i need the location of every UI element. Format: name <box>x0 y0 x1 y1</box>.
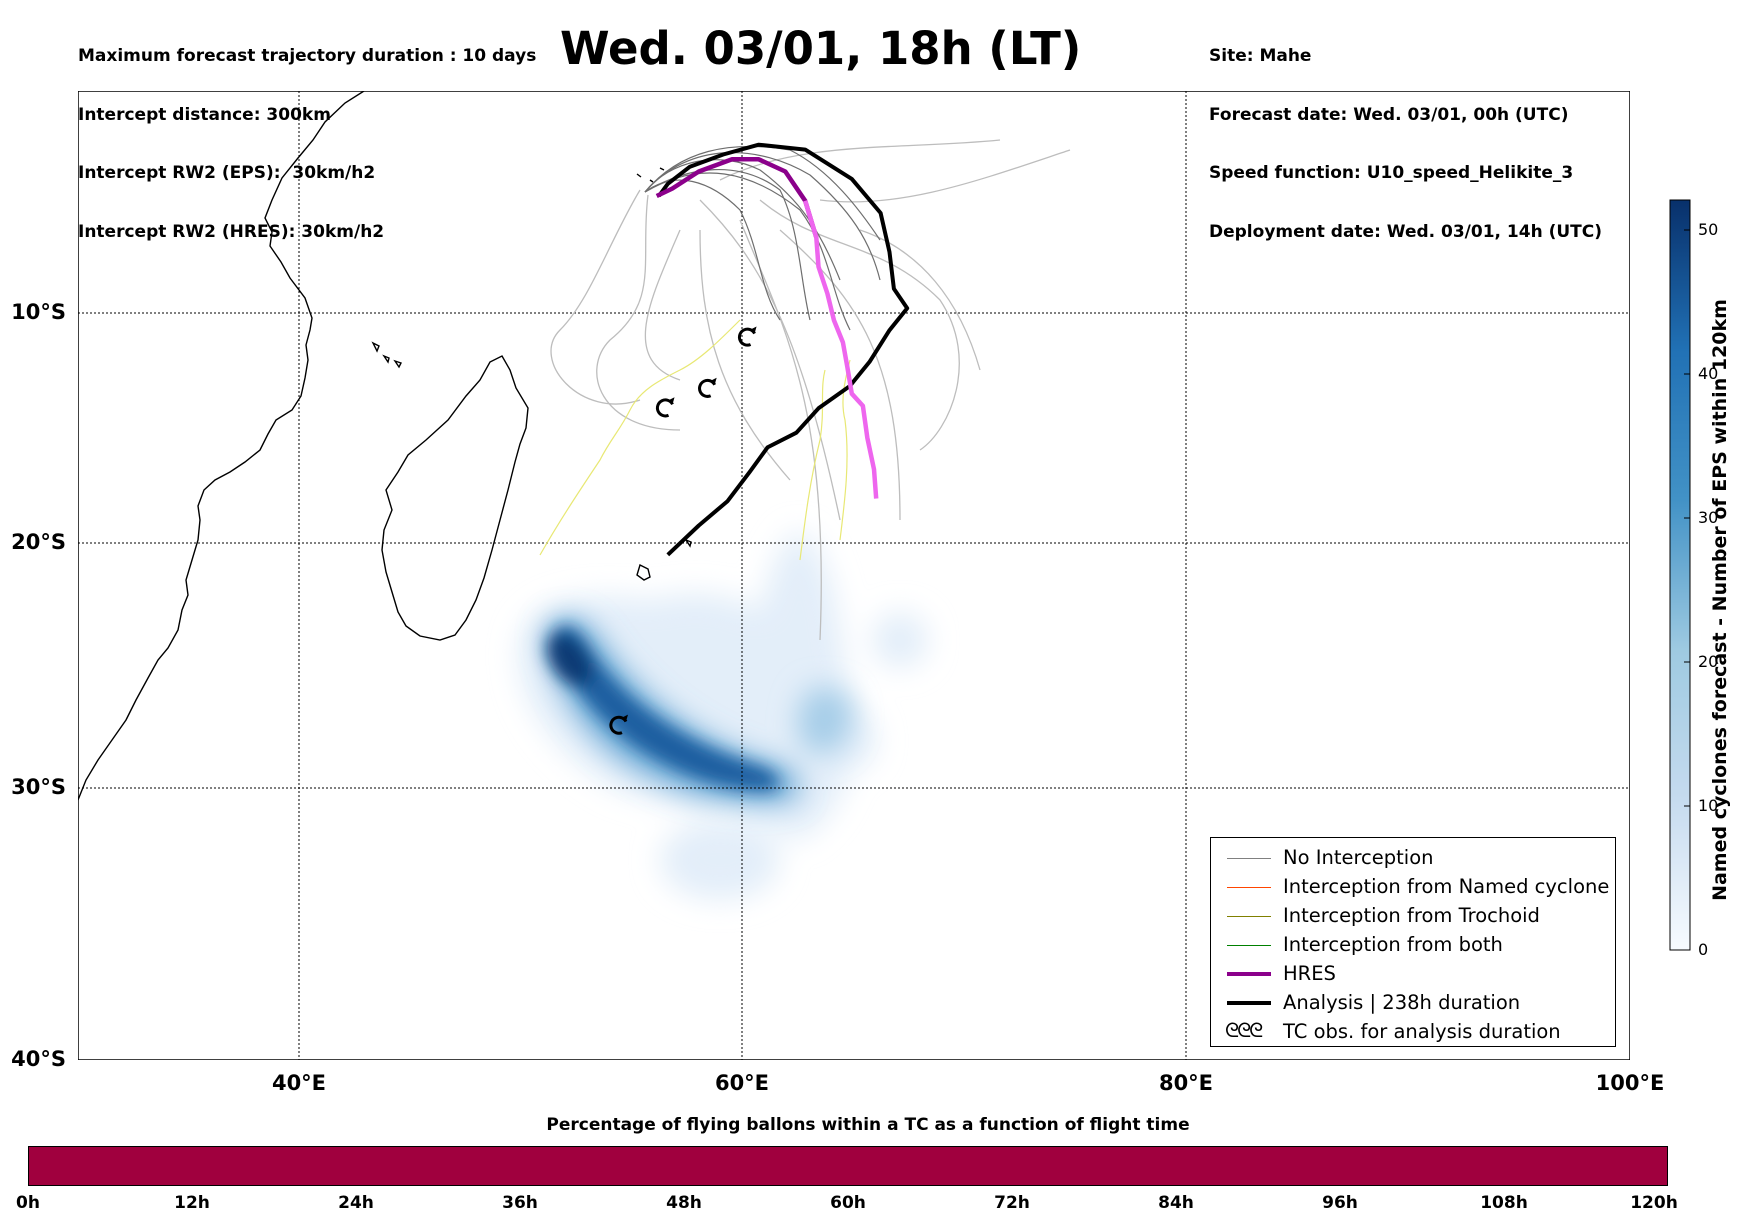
legend-label-named-cyclone: Interception from Named cyclone <box>1283 875 1610 898</box>
legend-label-hres: HRES <box>1283 962 1336 985</box>
tc-obs-symbol <box>698 377 717 398</box>
lat-label-40s: 40°S <box>11 1047 66 1071</box>
legend-swatch-trochoid <box>1227 916 1271 917</box>
header-left-line-1: Maximum forecast trajectory duration : 1… <box>78 46 537 66</box>
colorbar <box>1669 199 1691 951</box>
legend-symbol-tc-obs: ᘓᘓᘓ <box>1225 1018 1263 1042</box>
colorbar-title: Named cyclones forecast - Number of EPS … <box>1709 299 1731 901</box>
legend-label-tc-obs: TC obs. for analysis duration <box>1283 1020 1561 1043</box>
header-right: Site: Mahe Forecast date: Wed. 03/01, 00… <box>1209 8 1602 262</box>
legend-swatch-named-cyclone <box>1227 887 1271 888</box>
legend-swatch-both <box>1227 945 1271 946</box>
header-left-line-4: Intercept RW2 (HRES): 30km/h2 <box>78 221 385 242</box>
madagascar-coastline <box>381 355 529 641</box>
lon-label-60e: 60°E <box>714 1071 770 1095</box>
hres-track-late <box>803 200 879 499</box>
lon-label-100e: 100°E <box>1595 1071 1665 1095</box>
time-label-36h: 36h <box>502 1193 538 1213</box>
time-label-120h: 120h <box>1630 1193 1678 1213</box>
colorbar-tick-10: 10 <box>1698 796 1719 815</box>
legend-label-trochoid: Interception from Trochoid <box>1283 904 1540 927</box>
legend-label-no-interception: No Interception <box>1283 846 1434 869</box>
density-field <box>518 530 928 900</box>
legend-swatch-no-interception <box>1227 858 1271 859</box>
colorbar-tick-50: 50 <box>1698 220 1719 239</box>
colorbar-tick-0: 0 <box>1698 940 1709 959</box>
map-legend: No Interception Interception from Named … <box>1210 837 1616 1047</box>
header-right-line-1: Site: Mahe <box>1209 46 1312 66</box>
legend-swatch-hres <box>1227 972 1271 976</box>
coastlines <box>78 91 692 801</box>
time-label-60h: 60h <box>830 1193 866 1213</box>
header-right-line-4: Deployment date: Wed. 03/01, 14h (UTC) <box>1209 221 1603 242</box>
tc-obs-symbol <box>737 326 757 347</box>
lat-label-20s: 20°S <box>11 530 66 554</box>
analysis-track <box>657 142 910 557</box>
comoros-islands <box>371 341 402 369</box>
map-area <box>78 91 1630 1060</box>
time-label-0h: 0h <box>16 1193 40 1213</box>
time-label-12h: 12h <box>174 1193 210 1213</box>
legend-label-analysis: Analysis | 238h duration <box>1283 991 1521 1014</box>
header-right-line-2: Forecast date: Wed. 03/01, 00h (UTC) <box>1209 104 1569 125</box>
time-label-48h: 48h <box>666 1193 702 1213</box>
time-label-96h: 96h <box>1322 1193 1358 1213</box>
colorbar-tick-20: 20 <box>1698 652 1719 671</box>
lon-label-80e: 80°E <box>1158 1071 1214 1095</box>
time-label-108h: 108h <box>1480 1193 1528 1213</box>
lat-label-10s: 10°S <box>11 300 66 324</box>
header-left-line-2: Intercept distance: 300km <box>78 104 331 125</box>
time-label-72h: 72h <box>994 1193 1030 1213</box>
lon-label-40e: 40°E <box>271 1071 327 1095</box>
trochoid-tracks <box>539 319 851 561</box>
legend-label-both: Interception from both <box>1283 933 1503 956</box>
map-title: Wed. 03/01, 18h (LT) <box>560 22 1082 75</box>
tc-obs-symbol <box>655 397 675 418</box>
mascarene-islands <box>636 538 692 581</box>
colorbar-ticks <box>1684 229 1690 951</box>
colorbar-tick-40: 40 <box>1698 364 1719 383</box>
time-label-84h: 84h <box>1158 1193 1194 1213</box>
gridlines <box>78 91 1630 1060</box>
time-label-24h: 24h <box>338 1193 374 1213</box>
header-right-line-3: Speed function: U10_speed_Helikite_3 <box>1209 163 1574 183</box>
hres-track <box>655 157 819 239</box>
africa-coastline <box>78 91 365 801</box>
header-left-line-3: Intercept RW2 (EPS): 30km/h2 <box>78 163 376 183</box>
lat-label-30s: 30°S <box>11 775 66 799</box>
flight-time-bar <box>28 1146 1668 1186</box>
tc-obs-symbol <box>609 714 628 735</box>
header-left: Maximum forecast trajectory duration : 1… <box>78 8 536 262</box>
colorbar-tick-30: 30 <box>1698 508 1719 527</box>
bottom-bar-title: Percentage of flying ballons within a TC… <box>546 1115 1190 1135</box>
colorbar-gradient <box>1669 199 1691 951</box>
legend-swatch-analysis <box>1227 1001 1271 1005</box>
tc-obs-markers <box>609 326 757 735</box>
seychelles-islands <box>636 167 665 183</box>
